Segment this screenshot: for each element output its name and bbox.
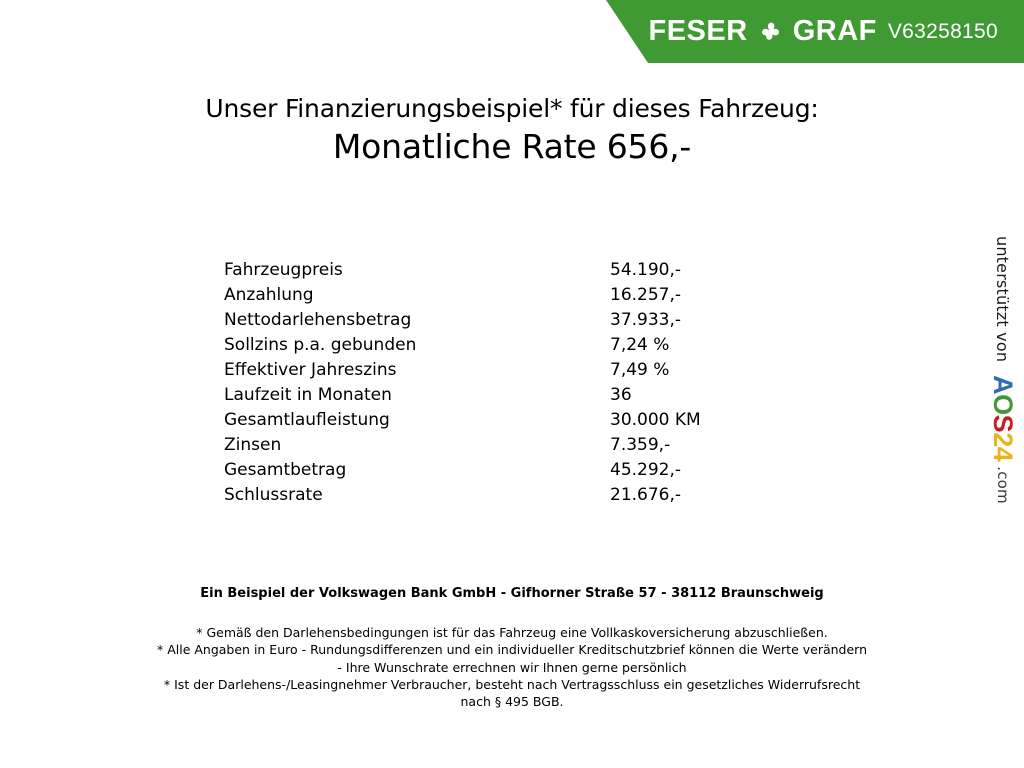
disclaimer-line: - Ihre Wunschrate errechnen wir Ihnen ge… [337, 659, 687, 675]
disclaimer-line: nach § 495 BGB. [460, 694, 564, 709]
bank-info-line: Ein Beispiel der Volkswagen Bank GmbH - … [200, 586, 824, 601]
aos24-letter-a: A [988, 375, 1019, 395]
heading-block: Unser Finanzierungsbeispiel* für dieses … [0, 94, 1024, 167]
row-label: Sollzins p.a. gebunden [224, 335, 417, 355]
brand-logo: FESER GRAF [649, 17, 877, 46]
aos24-letter-o: O [988, 394, 1019, 415]
row-value: 36 [610, 385, 632, 405]
table-row: Fahrzeugpreis 54.190,- [224, 258, 784, 283]
page-subtitle: Unser Finanzierungsbeispiel* für dieses … [205, 94, 819, 123]
row-value: 21.676,- [610, 485, 682, 505]
row-label: Zinsen [224, 435, 282, 455]
finance-table: Fahrzeugpreis 54.190,- Anzahlung 16.257,… [224, 258, 784, 508]
brand-name-first: FESER [648, 15, 748, 47]
row-value: 7.359,- [610, 435, 671, 455]
table-row: Zinsen 7.359,- [224, 433, 784, 458]
table-row: Nettodarlehensbetrag 37.933,- [224, 308, 784, 333]
table-row: Gesamtbetrag 45.292,- [224, 458, 784, 483]
sponsor-domain-suffix: .com [994, 466, 1012, 504]
row-label: Gesamtlaufleistung [224, 410, 390, 430]
brand-name-second: GRAF [792, 15, 877, 47]
row-value: 54.190,- [610, 260, 682, 280]
row-label: Schlussrate [224, 485, 323, 505]
aos24-letter-s: S [988, 414, 1019, 433]
table-row: Schlussrate 21.676,- [224, 483, 784, 508]
vehicle-id: V63258150 [887, 20, 998, 43]
aos24-logo: AOS24 [988, 375, 1019, 462]
disclaimer-line: * Ist der Darlehens-/Leasingnehmer Verbr… [163, 676, 861, 692]
row-value: 7,24 % [610, 335, 670, 355]
row-label: Nettodarlehensbetrag [224, 310, 412, 330]
row-value: 37.933,- [610, 310, 682, 330]
disclaimer-line: * Gemäß den Darlehensbedingungen ist für… [196, 625, 828, 640]
disclaimer-block: * Gemäß den Darlehensbedingungen ist für… [0, 624, 1024, 710]
row-label: Gesamtbetrag [224, 460, 347, 480]
sponsor-prefix-label: unterstützt von [993, 236, 1013, 363]
page-title: Monatliche Rate 656,- [332, 126, 692, 166]
aos24-number: 24 [988, 432, 1019, 462]
table-row: Effektiver Jahreszins 7,49 % [224, 358, 784, 383]
disclaimer-line: * Alle Angaben in Euro - Rundungsdiffere… [156, 642, 868, 658]
row-value: 45.292,- [610, 460, 682, 480]
row-value: 7,49 % [610, 360, 670, 380]
row-value: 16.257,- [610, 285, 682, 305]
sponsor-rotated-content: unterstützt von AOS24 .com [986, 236, 1020, 526]
clover-icon [757, 18, 784, 45]
sponsor-strip: unterstützt von AOS24 .com [986, 236, 1020, 526]
row-label: Anzahlung [224, 285, 314, 305]
header-banner: FESER GRAF V63258150 [606, 0, 1024, 63]
table-row: Sollzins p.a. gebunden 7,24 % [224, 333, 784, 358]
table-row: Gesamtlaufleistung 30.000 KM [224, 408, 784, 433]
row-label: Laufzeit in Monaten [224, 385, 392, 405]
row-label: Fahrzeugpreis [224, 260, 343, 280]
table-row: Laufzeit in Monaten 36 [224, 383, 784, 408]
row-label: Effektiver Jahreszins [224, 360, 397, 380]
table-row: Anzahlung 16.257,- [224, 283, 784, 308]
row-value: 30.000 KM [610, 410, 701, 430]
